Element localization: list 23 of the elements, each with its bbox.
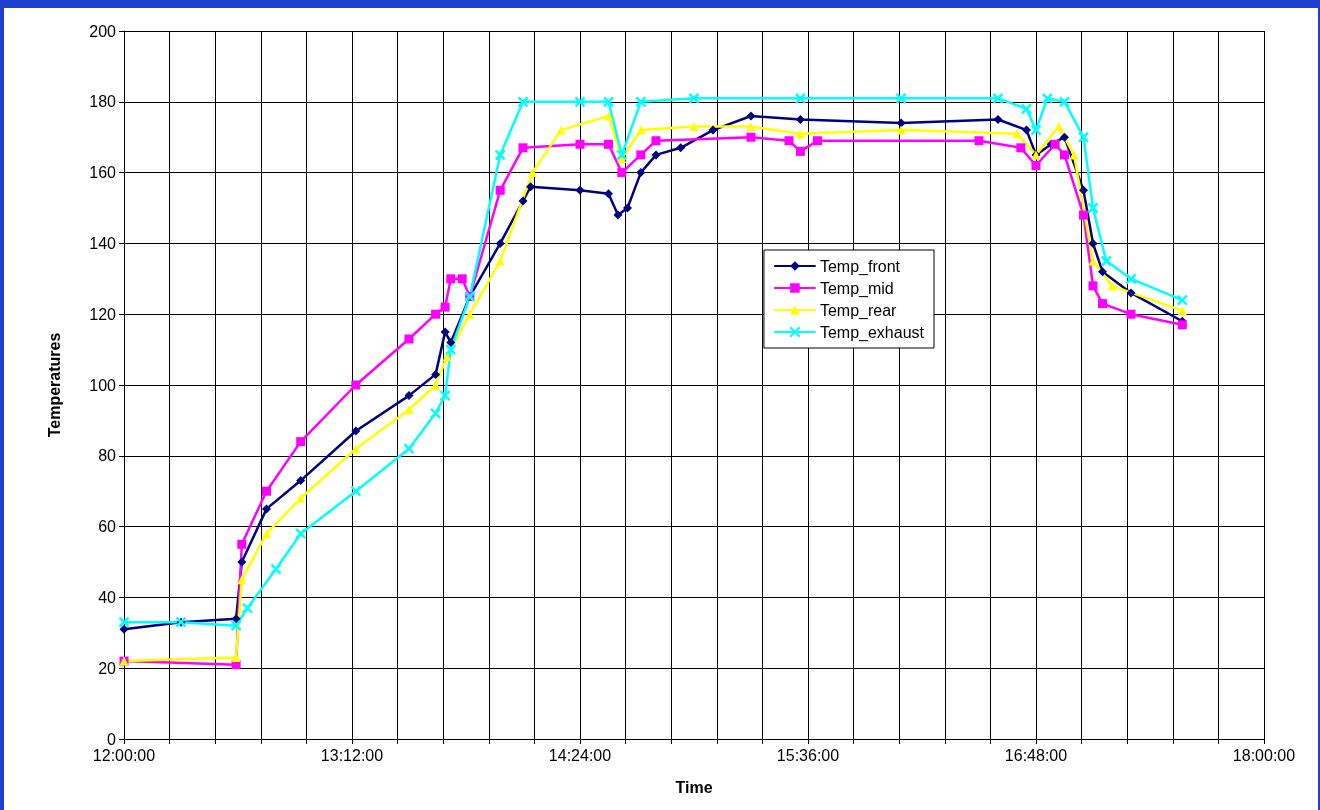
y-tick-label: 0 bbox=[107, 730, 117, 748]
legend-label: Temp_rear bbox=[819, 301, 898, 320]
y-tick-label: 200 bbox=[89, 22, 117, 40]
x-axis-title: Time bbox=[675, 778, 713, 796]
x-tick-label: 16:48:00 bbox=[1004, 746, 1068, 764]
y-tick-label: 80 bbox=[98, 447, 117, 465]
x-tick-label: 13:12:00 bbox=[320, 746, 384, 764]
x-tick-label: 18:00:00 bbox=[1232, 746, 1296, 764]
legend-label: Temp_exhaust bbox=[819, 323, 925, 342]
y-tick-label: 20 bbox=[98, 659, 117, 677]
x-tick-label: 12:00:00 bbox=[92, 746, 156, 764]
legend-label: Temp_mid bbox=[819, 279, 894, 298]
x-tick-label: 15:36:00 bbox=[776, 746, 840, 764]
y-tick-label: 100 bbox=[89, 376, 117, 394]
x-tick-label: 14:24:00 bbox=[548, 746, 612, 764]
y-tick-label: 40 bbox=[98, 588, 117, 606]
y-tick-label: 160 bbox=[89, 164, 117, 182]
y-tick-label: 140 bbox=[89, 234, 117, 252]
y-tick-label: 60 bbox=[98, 518, 117, 536]
legend-label: Temp_front bbox=[819, 257, 901, 276]
y-tick-label: 120 bbox=[89, 305, 117, 323]
y-axis-title: Temperatures bbox=[45, 332, 63, 438]
y-tick-label: 180 bbox=[89, 93, 117, 111]
